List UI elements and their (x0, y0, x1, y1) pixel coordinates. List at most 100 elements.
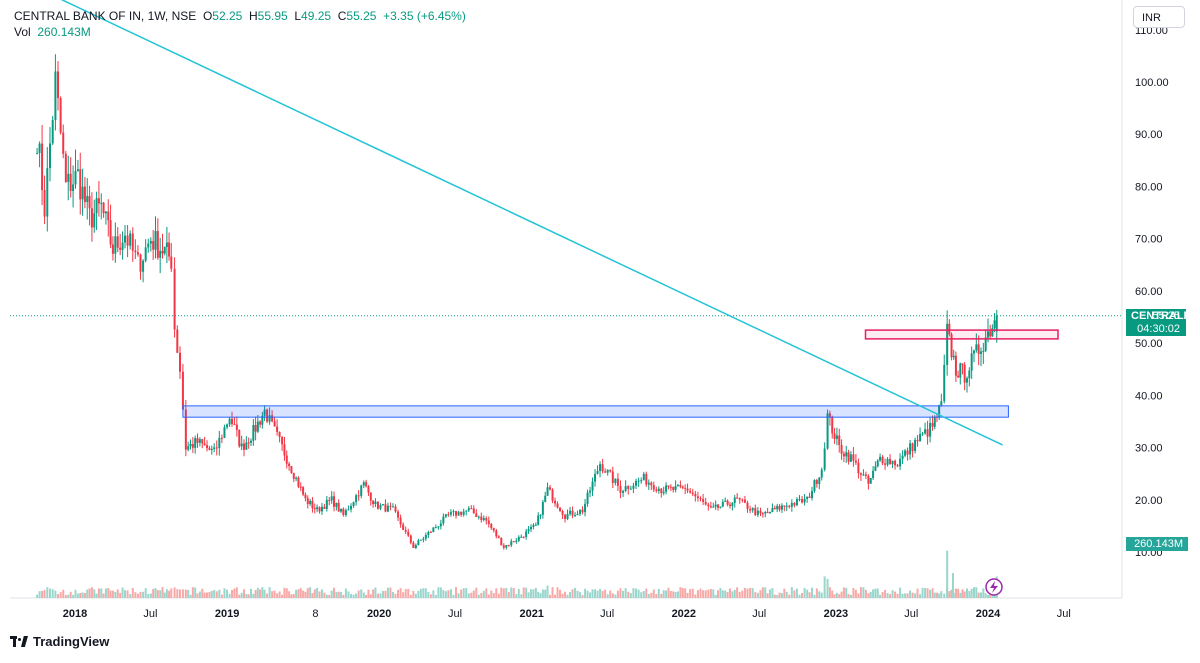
volume-bar (776, 594, 779, 598)
volume-bar (864, 589, 867, 598)
volume-bar (136, 593, 139, 598)
candle-body (208, 448, 211, 450)
volume-bar (813, 594, 816, 598)
volume-bar (492, 593, 495, 598)
volume-label[interactable]: Vol (14, 25, 31, 39)
candle-body (991, 328, 994, 337)
candle-body (365, 482, 368, 487)
candle-body (81, 186, 84, 200)
volume-bar (929, 589, 932, 598)
time-tick-label: Jul (752, 608, 766, 620)
volume-bar (432, 590, 435, 598)
volume-bar (911, 592, 914, 598)
candle-body (849, 454, 852, 462)
candle-body (210, 448, 213, 450)
candle-body (402, 524, 405, 531)
candle-body (437, 526, 440, 528)
candle-body (333, 496, 336, 507)
candle-body (397, 511, 400, 518)
candle-body (632, 485, 635, 489)
volume-bar (571, 589, 574, 598)
candle-body (330, 496, 333, 501)
volume-bar (959, 592, 962, 598)
volume-badge: 260.143M (1126, 537, 1188, 551)
volume-bar (181, 589, 184, 598)
candle-body (114, 236, 117, 254)
volume-bar (517, 589, 520, 598)
volume-bar (273, 590, 276, 598)
currency-button[interactable]: INR (1133, 6, 1185, 28)
volume-bar (107, 588, 110, 598)
volume-bar (811, 587, 814, 598)
price-tick-label: 90.00 (1135, 129, 1163, 141)
volume-bar (904, 593, 907, 598)
volume-bar (950, 589, 953, 598)
candle-body (429, 532, 432, 534)
time-tick-label: Jul (448, 608, 462, 620)
volume-bar (231, 590, 234, 598)
volume-bar (820, 592, 823, 598)
candle-body (295, 477, 298, 479)
candle-body (100, 202, 103, 204)
candle-body (176, 329, 179, 353)
volume-bar (104, 588, 107, 598)
candle-body (717, 504, 720, 508)
candle-body (149, 240, 152, 244)
volume-bar (512, 588, 515, 598)
candle-body (129, 233, 132, 246)
volume-bar (362, 592, 365, 598)
candle-body (743, 499, 746, 503)
candle-body (485, 518, 488, 521)
volume-bar (465, 588, 468, 598)
candle-body (916, 439, 919, 442)
volume-bar (462, 588, 465, 598)
candle-body (546, 487, 549, 496)
volume-legend: Vol 260.143M (14, 25, 91, 39)
candle-body (611, 471, 614, 484)
volume-bar (72, 594, 75, 598)
price-tick-label: 70.00 (1135, 234, 1163, 246)
candle-body (569, 510, 572, 514)
volume-bar (397, 589, 400, 598)
candle-body (201, 439, 204, 444)
candle-body (581, 509, 584, 513)
volume-bar (650, 592, 653, 598)
volume-bar (502, 588, 505, 598)
candle-body (761, 513, 764, 515)
volume-bar (352, 594, 355, 598)
volume-bar (549, 594, 552, 598)
candle-body (601, 464, 604, 472)
candle-body (414, 544, 417, 548)
candle-body (320, 506, 323, 512)
volume-bar (766, 593, 769, 598)
volume-bar (914, 593, 917, 598)
candle-body (604, 471, 607, 473)
time-tick-label: Jul (143, 608, 157, 620)
candle-body (134, 250, 137, 253)
volume-bar (672, 591, 675, 598)
volume-bar (379, 593, 382, 598)
volume-bar (611, 593, 614, 598)
volume-bar (569, 592, 572, 598)
tradingview-logo[interactable]: TradingView (10, 634, 109, 649)
candle-body (116, 236, 119, 248)
candle-body (517, 536, 520, 541)
volume-bar (391, 591, 394, 598)
candle-body (470, 508, 473, 510)
candle-body (835, 435, 838, 439)
volume-bar (437, 587, 440, 598)
candle-body (859, 473, 862, 475)
symbol-title[interactable]: CENTRAL BANK OF IN, 1W, NSE (14, 9, 197, 23)
candle-body (477, 516, 480, 518)
volume-bar (149, 593, 152, 598)
candle-body (95, 198, 98, 214)
volume-bar (576, 590, 579, 598)
candle-body (173, 268, 176, 330)
volume-bar (963, 591, 966, 598)
candle-body (168, 242, 171, 257)
candle-body (662, 491, 665, 494)
badge-price: 55.25 (1152, 310, 1180, 322)
candle-body (579, 509, 582, 514)
